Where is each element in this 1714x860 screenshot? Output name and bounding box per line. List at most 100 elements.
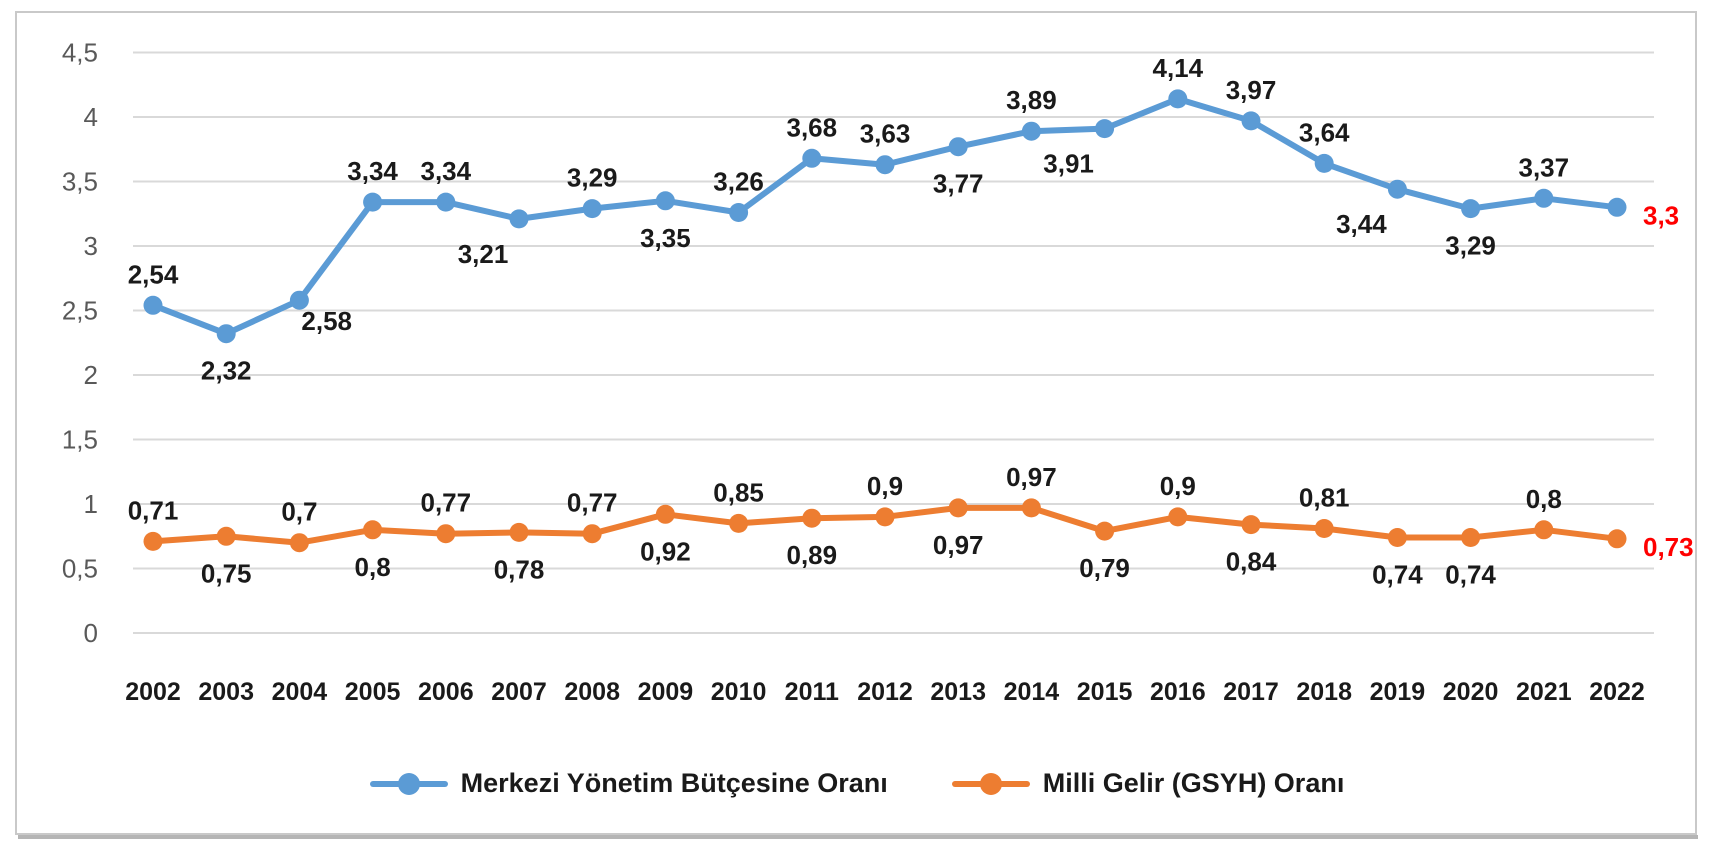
x-tick-label: 2003: [198, 678, 254, 706]
data-point: [1387, 528, 1407, 547]
x-tick-label: 2008: [564, 678, 620, 706]
data-point: [948, 137, 968, 157]
data-point: [216, 526, 236, 546]
data-label: 0,8: [1526, 484, 1562, 514]
data-label: 0,79: [1079, 553, 1130, 583]
x-axis-tick-labels: 2002 2003 2004 2005 2006 2007 2008 2009 2010 2011…: [125, 678, 1645, 706]
data-label: 3,29: [567, 163, 618, 193]
x-tick-label: 2021: [1516, 678, 1572, 706]
data-point: [1461, 199, 1481, 219]
data-label: 0,9: [1160, 471, 1196, 501]
data-point: [289, 533, 309, 553]
x-tick-label: 2002: [125, 678, 181, 706]
data-label: 3,68: [786, 112, 837, 142]
x-tick-label: 2007: [491, 678, 547, 706]
data-label: 3,89: [1006, 85, 1057, 115]
data-point: [948, 498, 968, 518]
data-label: 0,97: [1006, 462, 1057, 492]
data-point: [436, 192, 456, 212]
x-tick-label: 2011: [785, 678, 839, 706]
data-point: [143, 531, 163, 551]
data-point: [1241, 515, 1261, 535]
data-point: [802, 508, 822, 528]
data-point: [655, 191, 675, 211]
final-value-label: 0,73: [1643, 532, 1694, 562]
y-tick-label: 0,5: [62, 554, 98, 584]
data-label: 3,63: [860, 119, 911, 149]
data-point: [363, 520, 383, 540]
data-label: 0,97: [933, 530, 984, 560]
data-label: 0,75: [201, 558, 252, 588]
x-tick-label: 2015: [1077, 678, 1133, 706]
data-point: [509, 522, 529, 542]
data-point: [582, 524, 602, 544]
data-point: [1168, 89, 1188, 109]
data-point: [655, 504, 675, 524]
data-point: [1534, 520, 1554, 540]
y-tick-label: 3: [84, 231, 98, 261]
x-tick-label: 2004: [272, 678, 328, 706]
data-label: 3,34: [347, 156, 398, 186]
data-point: [875, 507, 895, 527]
data-point: [1168, 507, 1188, 527]
data-label: 0,84: [1226, 547, 1277, 577]
data-point: [1607, 529, 1627, 549]
data-label: 3,34: [420, 156, 471, 186]
x-tick-label: 2018: [1296, 678, 1352, 706]
series-lines: [143, 89, 1627, 553]
data-label: 0,77: [567, 488, 618, 518]
data-label: 0,8: [355, 552, 391, 582]
data-point: [363, 192, 383, 212]
data-label: 3,35: [640, 223, 691, 253]
data-label: 3,44: [1336, 209, 1387, 239]
x-tick-label: 2005: [345, 678, 401, 706]
data-label: 0,89: [786, 540, 837, 570]
x-tick-label: 2009: [638, 678, 694, 706]
x-tick-label: 2014: [1004, 678, 1060, 706]
data-point: [509, 209, 529, 229]
data-label: 2,54: [128, 259, 179, 289]
data-label: 3,37: [1518, 152, 1569, 182]
data-point: [1387, 179, 1407, 199]
gridlines: [133, 51, 1654, 634]
data-label: 0,77: [420, 488, 471, 518]
data-label: 0,74: [1372, 560, 1423, 590]
x-tick-label: 2012: [857, 678, 913, 706]
x-tick-label: 2022: [1589, 678, 1645, 706]
x-tick-label: 2010: [711, 678, 767, 706]
data-label: 0,7: [281, 497, 317, 527]
data-point: [1314, 519, 1334, 538]
y-tick-label: 2,5: [62, 296, 98, 326]
data-point: [729, 513, 749, 533]
data-labels: 2,54 2,32 2,58 3,34 3,34 3,21 3,29 3,35 3,26 3,68…: [128, 53, 1694, 590]
y-tick-label: 4,5: [62, 38, 98, 68]
data-point: [436, 524, 456, 544]
x-tick-label: 2013: [930, 678, 986, 706]
data-point: [289, 290, 309, 310]
x-tick-label: 2017: [1223, 678, 1279, 706]
data-point: [875, 155, 895, 175]
x-tick-label: 2016: [1150, 678, 1206, 706]
final-value-label: 3,3: [1643, 200, 1679, 230]
data-label: 0,92: [640, 536, 691, 566]
data-point: [1534, 188, 1554, 208]
data-point: [1021, 498, 1041, 518]
data-label: 0,78: [494, 554, 545, 584]
data-label: 3,77: [933, 169, 984, 199]
data-label: 0,71: [128, 495, 179, 525]
data-label: 3,26: [713, 167, 764, 197]
y-tick-label: 4: [84, 102, 98, 132]
data-point: [1461, 528, 1481, 547]
data-label: 3,29: [1445, 231, 1496, 261]
x-tick-label: 2006: [418, 678, 474, 706]
y-tick-label: 2: [84, 360, 98, 390]
data-point: [143, 295, 163, 315]
data-label: 0,85: [713, 477, 764, 507]
data-point: [1095, 119, 1115, 139]
data-label: 3,91: [1043, 149, 1094, 179]
data-point: [1314, 153, 1334, 173]
y-tick-label: 0: [84, 618, 98, 648]
y-tick-label: 1: [84, 489, 98, 519]
